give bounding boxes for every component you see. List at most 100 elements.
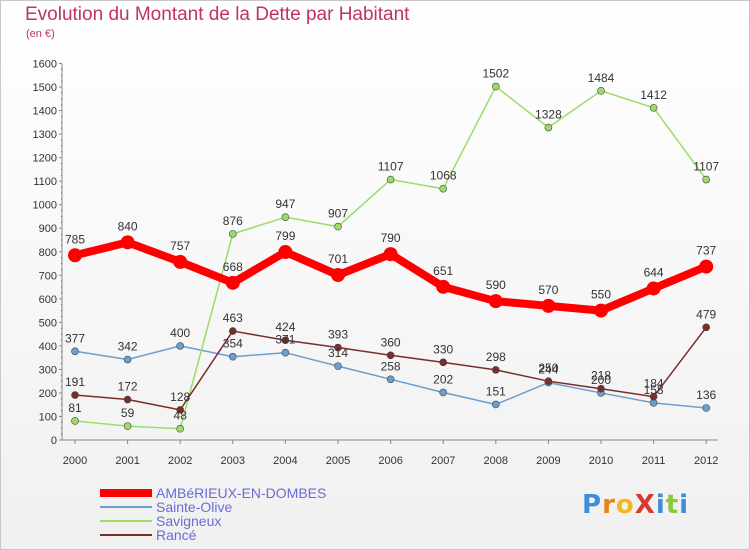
data-point-sainte-olive [439,388,448,397]
data-label-sainte-olive: 371 [275,333,295,347]
data-point-ambe-rieux-en-dombes [699,259,714,274]
data-point-savigneux [123,422,132,430]
legend-label: Rancé [156,527,197,543]
data-point-ambe-rieux-en-dombes [383,247,398,262]
data-label-rance: 184 [644,377,664,391]
y-tick-label: 200 [39,388,57,400]
data-point-ambe-rieux-en-dombes [120,235,135,250]
legend-label: Sainte-Olive [156,499,233,515]
y-tick-label: 1500 [33,82,57,94]
data-label-sainte-olive: 200 [591,373,611,387]
logo-letter: r [602,490,616,520]
data-point-rance [229,327,237,335]
data-label-savigneux: 1328 [535,108,562,122]
y-tick-label: 1100 [33,176,57,188]
legend-swatch [100,520,152,522]
legend-item-rance: Rancé [100,528,326,542]
legend-swatch [100,506,152,508]
data-label-sainte-olive: 314 [328,346,348,360]
y-tick-label: 100 [39,411,57,423]
data-point-savigneux [386,175,395,184]
data-label-rance: 424 [275,320,295,334]
data-point-savigneux [491,82,500,91]
data-label-rance: 463 [223,311,243,325]
data-label-ambe-rieux-en-dombes: 590 [486,278,506,292]
data-point-rance [123,395,132,404]
data-point-rance [334,343,342,352]
data-point-rance [491,366,500,374]
data-point-rance [176,406,184,414]
data-label-savigneux: 59 [121,406,135,420]
data-label-savigneux: 947 [275,197,295,211]
logo-letter: t [665,490,680,520]
logo-letter: P [582,490,603,520]
chart-subtitle: (en €) [26,28,55,40]
data-point-ambe-rieux-en-dombes [225,275,240,290]
data-point-sainte-olive [334,362,342,370]
logo-letter: i [655,490,666,520]
data-point-savigneux [281,213,290,221]
data-point-savigneux [439,184,448,193]
data-point-savigneux [544,123,553,132]
data-point-rance [702,323,711,332]
data-label-rance: 250 [538,361,558,375]
data-label-savigneux: 1484 [588,71,615,85]
data-label-ambe-rieux-en-dombes: 644 [644,265,664,279]
y-tick-label: 700 [39,270,57,282]
legend-item-ambe-rieux-en-dombes: AMBéRIEUX-EN-DOMBES [100,486,326,500]
data-point-savigneux [702,175,711,184]
data-point-savigneux [597,87,605,95]
data-point-ambe-rieux-en-dombes [541,298,556,313]
data-point-sainte-olive [123,355,132,364]
data-point-savigneux [649,103,658,112]
data-label-rance: 218 [591,369,611,383]
y-tick-label: 300 [39,364,57,376]
data-point-rance [281,336,290,345]
data-point-rance [544,377,553,385]
x-tick-label: 2001 [115,455,139,467]
y-tick-label: 1600 [33,59,57,71]
data-label-ambe-rieux-en-dombes: 840 [118,219,138,233]
data-label-sainte-olive: 354 [223,337,243,351]
data-point-sainte-olive [281,348,290,357]
y-tick-label: 1000 [33,200,57,212]
data-label-savigneux: 1107 [378,160,404,174]
data-point-sainte-olive [702,404,711,412]
data-label-rance: 298 [486,350,506,364]
data-label-sainte-olive: 158 [644,383,664,397]
data-label-sainte-olive: 342 [118,340,138,354]
data-point-rance [71,391,79,399]
data-point-savigneux [176,424,184,433]
data-point-sainte-olive [491,400,500,409]
data-point-sainte-olive [386,375,395,384]
data-label-rance: 393 [328,328,348,342]
chart-legend: AMBéRIEUX-EN-DOMBES Sainte-Olive Savigneux… [100,486,326,542]
data-label-savigneux: 876 [223,214,243,228]
x-tick-label: 2003 [221,455,245,467]
y-tick-label: 600 [39,294,57,306]
x-tick-label: 2005 [326,455,350,467]
y-tick-label: 1400 [33,106,57,118]
data-point-sainte-olive [176,342,184,350]
x-tick-label: 2012 [694,455,718,467]
data-point-ambe-rieux-en-dombes [488,294,503,309]
x-tick-label: 2009 [536,455,560,467]
y-tick-label: 0 [51,435,57,447]
logo-letter: i [679,490,690,520]
data-label-savigneux: 907 [328,207,348,221]
data-point-ambe-rieux-en-dombes [594,303,608,318]
data-point-savigneux [229,230,237,238]
data-point-rance [386,351,395,360]
data-label-ambe-rieux-en-dombes: 799 [275,229,295,243]
data-point-rance [649,392,658,401]
data-point-ambe-rieux-en-dombes [436,279,451,294]
data-label-ambe-rieux-en-dombes: 790 [381,231,401,245]
data-label-rance: 360 [381,335,401,349]
data-point-ambe-rieux-en-dombes [646,281,661,296]
x-tick-label: 2006 [378,455,402,467]
data-label-rance: 191 [65,375,85,389]
data-point-savigneux [71,417,79,425]
data-point-ambe-rieux-en-dombes [173,254,188,269]
x-tick-label: 2002 [168,455,192,467]
